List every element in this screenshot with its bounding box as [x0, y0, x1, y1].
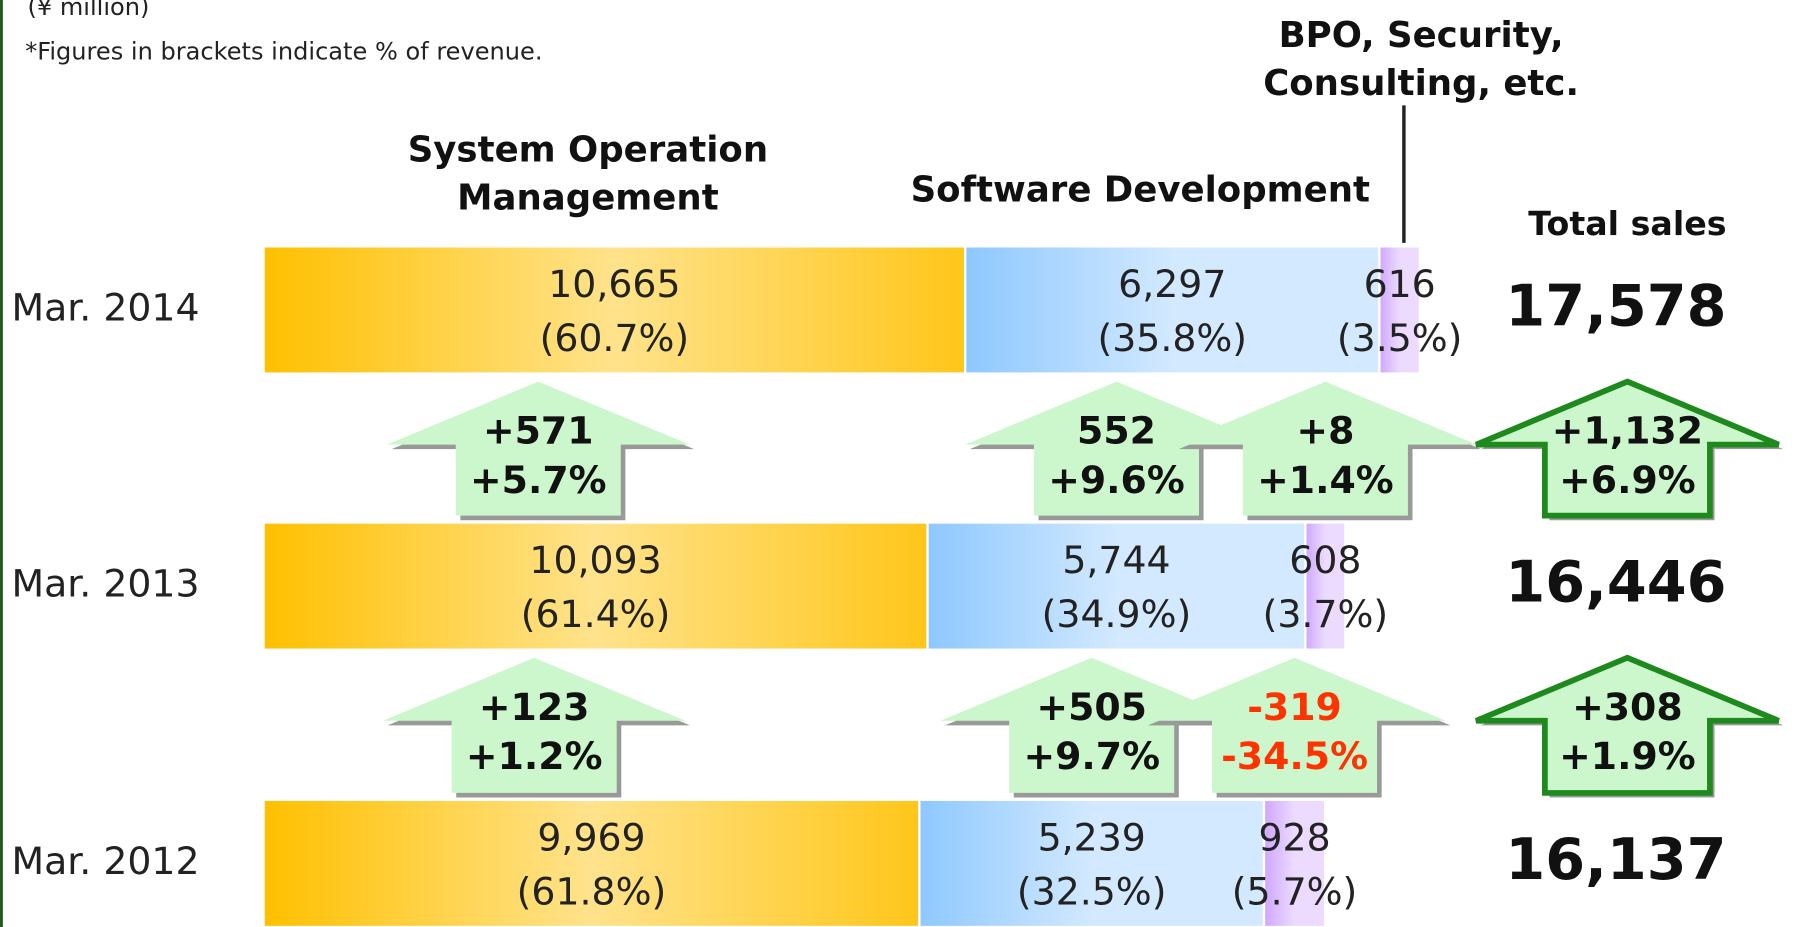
value-label: 6,297 [1118, 262, 1226, 306]
total-title: Total sales [1528, 203, 1727, 243]
bar-segment [262, 521, 929, 651]
total-label: 16,446 [1505, 549, 1726, 616]
share-label: (35.8%) [1097, 316, 1247, 360]
change-arrow [965, 381, 1268, 516]
unit-note: (¥ million) [27, 0, 150, 21]
change-label: +5.7% [470, 458, 607, 502]
share-label: (34.9%) [1042, 592, 1192, 636]
change-label: +6.9% [1559, 458, 1696, 502]
value-label: 10,665 [548, 262, 680, 306]
bar-segment [1304, 521, 1347, 651]
share-label: (61.4%) [521, 592, 671, 636]
change-label: +9.6% [1048, 458, 1185, 502]
value-label: 5,744 [1062, 538, 1170, 582]
change-label: +1.2% [466, 734, 603, 778]
series-header: Software Development [910, 169, 1371, 211]
change-label: +571 [483, 409, 594, 453]
share-label: (3.7%) [1263, 592, 1389, 636]
bar-segment [262, 798, 921, 927]
change-arrow [1475, 378, 1780, 519]
change-arrow [382, 657, 686, 793]
bar-segment [1378, 245, 1422, 375]
value-label: 616 [1364, 262, 1436, 306]
row-label: Mar. 2014 [11, 285, 199, 329]
series-header: System Operation Management [407, 129, 769, 219]
change-arrow [1143, 657, 1446, 793]
value-label: 5,239 [1038, 815, 1146, 859]
bar-segment [964, 245, 1381, 375]
row-label: Mar. 2012 [11, 839, 199, 883]
change-label: +1.9% [1559, 734, 1696, 778]
bar-segment [918, 798, 1266, 927]
change-label: +308 [1572, 685, 1683, 729]
value-label: 608 [1289, 538, 1361, 582]
change-label: +9.7% [1023, 734, 1160, 778]
share-label: (5.7%) [1232, 869, 1358, 913]
change-label: +8 [1296, 409, 1354, 453]
change-label: +505 [1036, 685, 1147, 729]
change-arrow [940, 657, 1243, 793]
share-label: (60.7%) [540, 316, 690, 360]
change-label: -34.5% [1221, 734, 1368, 778]
total-label: 17,578 [1505, 273, 1726, 340]
bar-segment [1262, 798, 1327, 927]
change-arrow [1475, 654, 1780, 796]
change-label: -319 [1247, 685, 1342, 729]
bar-segment [262, 245, 967, 375]
share-label: (3.5%) [1337, 316, 1463, 360]
value-label: 10,093 [529, 538, 661, 582]
change-arrow [1174, 381, 1477, 516]
value-label: 928 [1258, 815, 1330, 859]
change-label: 552 [1077, 409, 1156, 453]
change-label: +123 [479, 685, 590, 729]
change-label: +1.4% [1257, 458, 1394, 502]
change-label: +1,132 [1552, 409, 1703, 453]
value-label: 9,969 [537, 815, 645, 859]
series-header: BPO, Security, Consulting, etc. [1263, 14, 1579, 105]
share-label: (32.5%) [1017, 869, 1167, 913]
change-arrow [386, 381, 690, 516]
total-label: 16,137 [1505, 826, 1726, 893]
note: *Figures in brackets indicate % of reven… [25, 37, 543, 66]
share-label: (61.8%) [517, 869, 667, 913]
row-label: Mar. 2013 [11, 562, 199, 606]
